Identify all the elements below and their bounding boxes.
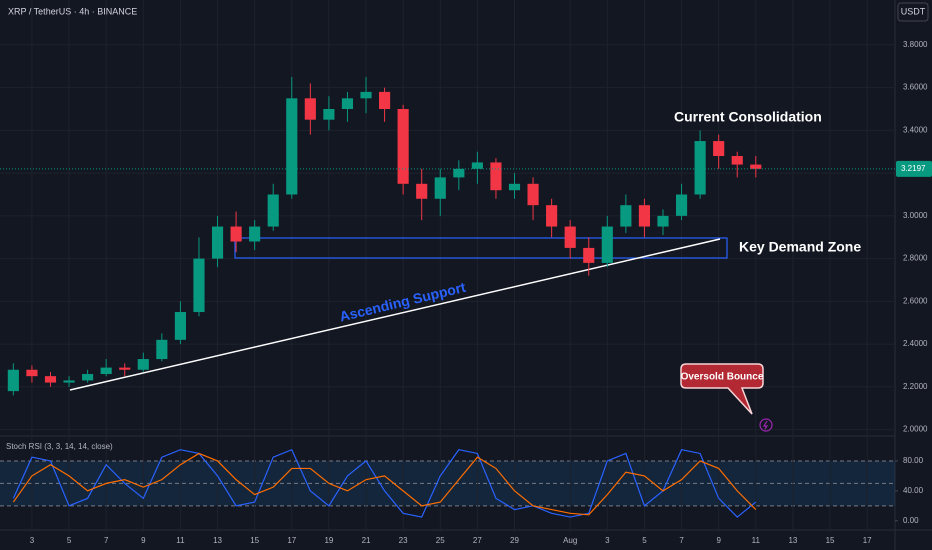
candle-body: [620, 205, 632, 227]
candle-body: [434, 177, 446, 199]
candle-body: [508, 183, 521, 191]
candle-body: [360, 91, 372, 99]
candle-body: [63, 380, 75, 383]
symbol-title: XRP / TetherUS · 4h · BINANCE: [8, 6, 137, 16]
candle-body: [638, 205, 650, 227]
candle-body: [546, 205, 558, 227]
x-tick-label: 17: [287, 536, 296, 545]
candle-body: [490, 162, 502, 191]
y-tick-label: 3.6000: [903, 83, 928, 92]
candle-body: [286, 98, 298, 195]
stoch-line: [12, 448, 757, 518]
y-tick-label: 2.8000: [903, 254, 928, 263]
x-tick-label: 7: [679, 536, 684, 545]
candle-body: [44, 376, 57, 383]
candle-body: [100, 367, 112, 375]
candle-body: [731, 156, 743, 165]
candle-body: [26, 369, 38, 377]
x-tick-label: 25: [436, 536, 445, 545]
candle-body: [82, 374, 94, 381]
x-tick-label: 3: [30, 536, 35, 545]
candle-body: [694, 141, 706, 195]
x-tick-label: 9: [716, 536, 721, 545]
candle-body: [453, 168, 465, 178]
y-tick-label: 2.4000: [903, 339, 928, 348]
x-tick-label: 3: [605, 536, 610, 545]
candle-body: [249, 226, 261, 242]
candle-body: [583, 247, 595, 263]
x-tick-label: 23: [399, 536, 408, 545]
currency-label[interactable]: USDT: [901, 6, 926, 16]
y-tick-label: 2.6000: [903, 296, 928, 305]
candle-body: [211, 226, 224, 259]
currency-button[interactable]: [897, 2, 929, 22]
y-tick-label: 0.00: [903, 516, 919, 525]
candle-body: [397, 109, 409, 184]
annotation: Oversold Bounce: [681, 372, 764, 383]
y-tick-label: 80.00: [903, 456, 924, 465]
candle-body: [230, 226, 242, 242]
x-tick-label: 11: [176, 536, 185, 545]
event-icon-bolt: [762, 420, 769, 430]
current-price-box: [896, 160, 932, 177]
grid: [0, 0, 898, 532]
x-tick-label: 27: [473, 536, 482, 545]
annotation: Current Consolidation: [674, 109, 822, 125]
x-tick-label: 13: [213, 536, 222, 545]
current-price-label: 3.2197: [901, 164, 926, 173]
candle-body: [341, 98, 354, 109]
candle-body: [657, 215, 669, 227]
y-tick-label: 2.2000: [903, 382, 928, 391]
y-tick-label: 40.00: [903, 486, 924, 495]
x-tick-label: 5: [642, 536, 647, 545]
x-tick-label: 17: [863, 536, 872, 545]
callout: [680, 363, 764, 415]
candle-body: [564, 226, 576, 248]
candle-body: [193, 258, 205, 313]
x-tick-label: 9: [141, 536, 146, 545]
x-tick-label: 13: [788, 536, 797, 545]
x-tick-label: 29: [510, 536, 519, 545]
y-tick-label: 3.8000: [903, 40, 928, 49]
annotation: Key Demand Zone: [739, 239, 861, 255]
x-tick-label: 5: [67, 536, 72, 545]
y-tick-label: 3.0000: [903, 211, 928, 220]
x-tick-label: 15: [250, 536, 259, 545]
candle-body: [750, 164, 762, 169]
stoch-line: [12, 452, 757, 516]
x-tick-label: Aug: [563, 536, 577, 545]
x-tick-label: 21: [362, 536, 371, 545]
y-tick-label: 3.4000: [903, 125, 928, 134]
candle-body: [156, 339, 168, 360]
candle-body: [174, 312, 186, 340]
candle-body: [527, 183, 539, 206]
candle-body: [119, 367, 131, 370]
candle-body: [416, 183, 428, 199]
candle-body: [601, 226, 613, 263]
x-tick-label: 11: [752, 536, 761, 545]
candle-body: [304, 98, 316, 120]
candle-body: [471, 162, 483, 169]
indicator-title: Stoch RSI (3, 3, 14, 14, close): [6, 442, 113, 451]
event-icon[interactable]: [759, 418, 773, 432]
x-tick-label: 19: [324, 536, 333, 545]
demand-zone: [234, 237, 728, 259]
candle-body: [713, 141, 725, 157]
candle-body: [137, 359, 149, 370]
marks: [0, 76, 895, 518]
ascending-support-line: [69, 238, 721, 391]
candle-body: [323, 109, 335, 120]
x-tick-label: 7: [104, 536, 109, 545]
candle-body: [379, 91, 391, 109]
candle-body: [7, 369, 19, 392]
candle-body: [267, 194, 279, 227]
y-tick-label: 2.0000: [903, 425, 928, 434]
x-tick-label: 15: [826, 536, 835, 545]
candle-body: [675, 194, 688, 216]
